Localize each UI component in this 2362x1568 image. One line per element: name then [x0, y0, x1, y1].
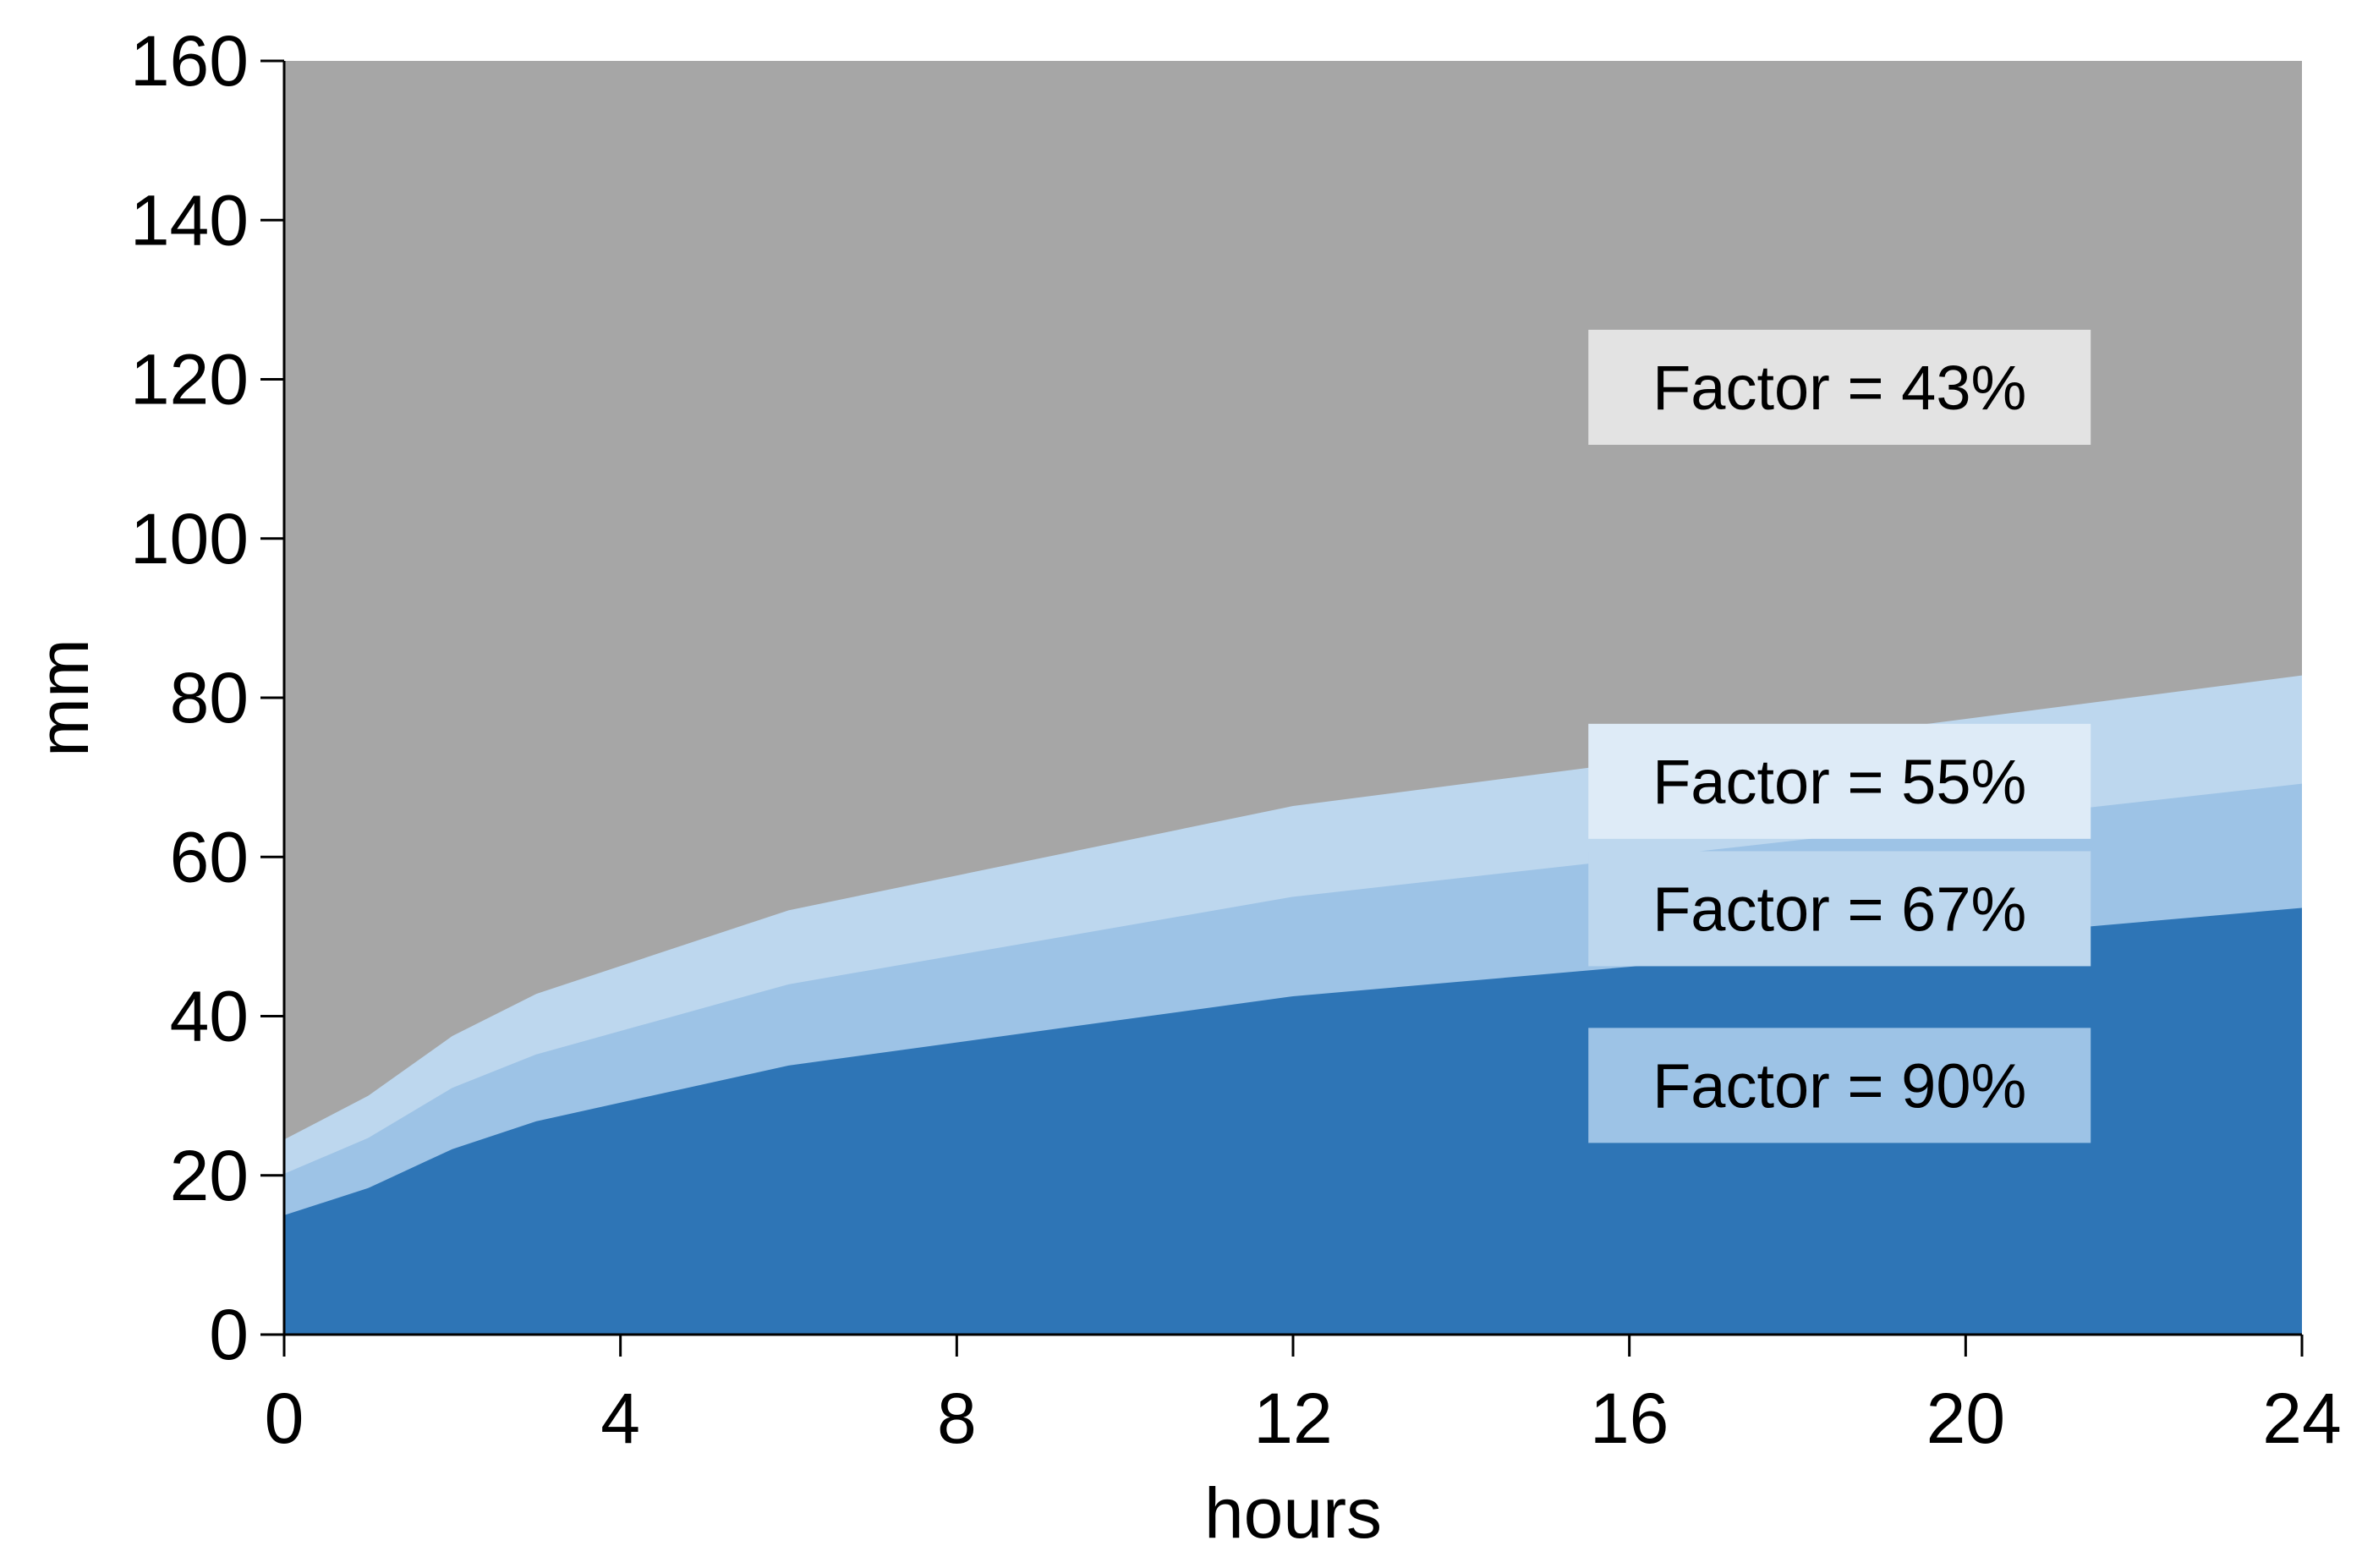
annotation-box — [1588, 723, 2091, 839]
y-tick-label: 120 — [130, 340, 249, 419]
annotation-box — [1588, 851, 2091, 967]
annotation-text: Factor = 67% — [1652, 874, 2026, 944]
y-tick-label: 140 — [130, 180, 249, 260]
y-tick-label: 20 — [170, 1136, 249, 1215]
annotation-labels: Factor = 43% Factor = 55% Factor = 67% Fact… — [1588, 329, 2091, 1143]
factor-annotation: Factor = 55% — [1588, 723, 2091, 839]
y-tick-label: 40 — [170, 977, 249, 1056]
area-layers — [284, 61, 2302, 1335]
x-tick-label: 16 — [1590, 1379, 1669, 1458]
y-axis-title: mm — [24, 639, 103, 757]
y-tick-label: 100 — [130, 499, 249, 578]
annotation-box — [1588, 1028, 2091, 1143]
x-tick-label: 4 — [600, 1379, 640, 1458]
annotation-text: Factor = 90% — [1652, 1050, 2026, 1121]
x-tick-label: 0 — [265, 1379, 304, 1458]
y-tick-label: 0 — [209, 1295, 249, 1374]
factor-annotation: Factor = 67% — [1588, 851, 2091, 967]
x-tick-label: 24 — [2262, 1379, 2341, 1458]
factor-annotation: Factor = 43% — [1588, 329, 2091, 445]
x-tick-label: 8 — [937, 1379, 977, 1458]
y-tick-label: 160 — [130, 21, 249, 101]
x-tick-label: 20 — [1926, 1379, 2005, 1458]
annotation-box — [1588, 329, 2091, 445]
y-tick-label: 60 — [170, 817, 249, 896]
annotation-text: Factor = 55% — [1652, 747, 2026, 817]
annotation-text: Factor = 43% — [1652, 353, 2026, 423]
x-axis-title: hours — [1204, 1473, 1382, 1553]
y-axis-ticks: 0 20 40 60 80 100 120 140 160 — [130, 21, 284, 1374]
y-tick-label: 80 — [170, 658, 249, 737]
x-tick-label: 12 — [1253, 1379, 1332, 1458]
factor-annotation: Factor = 90% — [1588, 1028, 2091, 1143]
area-series-3 — [284, 907, 2302, 1335]
x-axis-ticks: 0 4 8 12 16 20 24 — [265, 1335, 2342, 1458]
